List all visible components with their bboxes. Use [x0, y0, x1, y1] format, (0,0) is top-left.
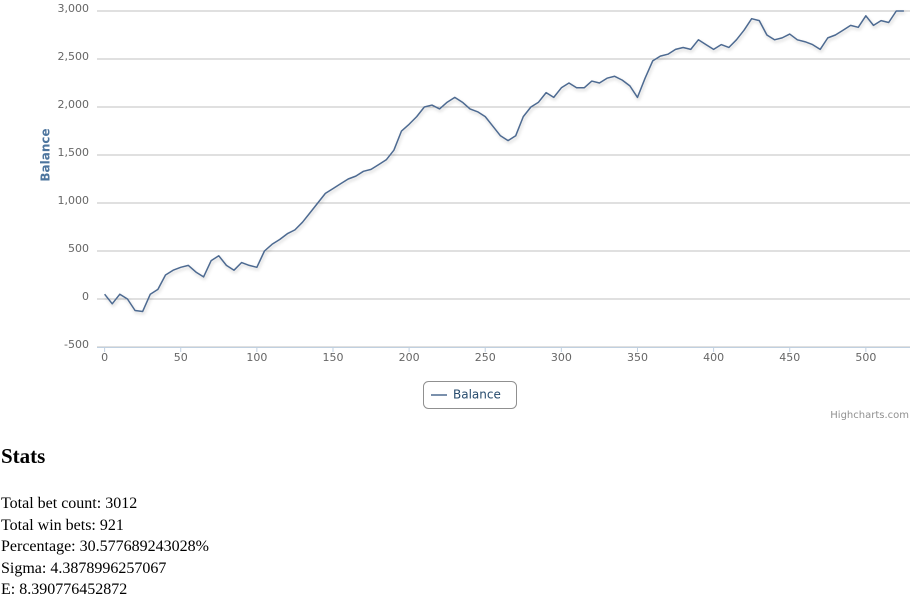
legend-label: Balance: [453, 388, 501, 402]
credits[interactable]: Highcharts.com: [830, 410, 909, 421]
x-tick-label: 150: [322, 351, 343, 364]
x-tick-label: 400: [703, 351, 724, 364]
stats-line: Total bet count: 3012: [1, 495, 138, 512]
stats: Stats Total bet count: 3012 Total win bet…: [1, 444, 209, 601]
y-tick-label: 1,500: [58, 146, 90, 159]
stats-title: Stats: [1, 444, 46, 468]
y-tick-label: 0: [82, 290, 89, 303]
x-tick-label: 450: [779, 351, 800, 364]
y-tick-label: 3,000: [58, 2, 90, 15]
x-tick-label: 300: [551, 351, 572, 364]
legend-item[interactable]: Balance: [431, 388, 501, 402]
stats-line: E: 8.390776452872: [1, 581, 128, 598]
stats-line: Sigma: 4.3878996257067: [1, 559, 167, 577]
x-tick-label: 0: [101, 351, 108, 364]
y-tick-label: 1,000: [58, 194, 90, 207]
y-tick-label: 500: [68, 242, 89, 255]
x-tick-label: 100: [246, 351, 267, 364]
x-tick-label: 50: [174, 351, 188, 364]
chart: Balance Highcharts.com -50005001,0001,50…: [39, 2, 910, 421]
stats-line: Percentage: 30.577689243028%: [1, 538, 209, 555]
y-tick-label: 2,500: [58, 50, 90, 63]
legend: Balance: [423, 381, 517, 409]
x-tick-label: 250: [475, 351, 496, 364]
series-line: [104, 10, 904, 313]
y-tick-label: 2,000: [58, 98, 90, 111]
x-tick-label: 500: [855, 351, 876, 364]
stats-line: Total win bets: 921: [1, 516, 124, 534]
y-axis-title: Balance: [39, 128, 53, 181]
y-tick-label: -500: [64, 338, 89, 351]
legend-box: [423, 381, 517, 409]
x-tick-label: 200: [399, 351, 420, 364]
x-tick-label: 350: [627, 351, 648, 364]
